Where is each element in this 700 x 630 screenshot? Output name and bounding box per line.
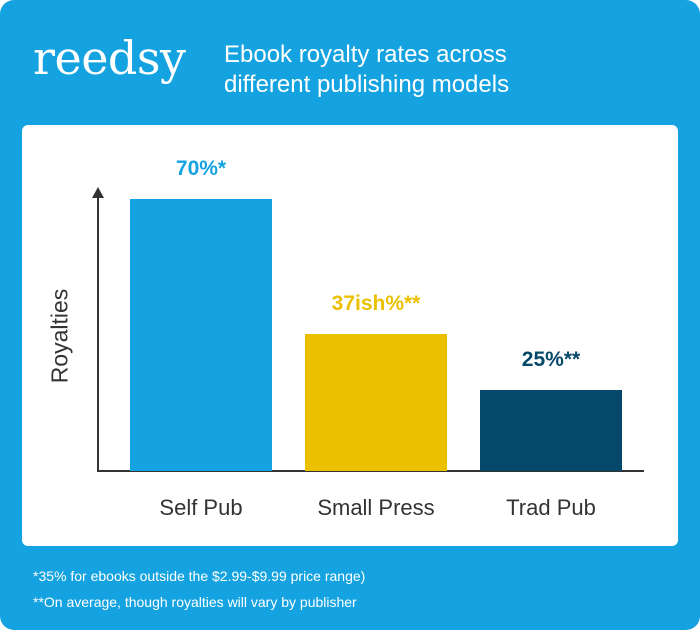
- category-label: Trad Pub: [506, 495, 596, 520]
- value-label: 25%**: [521, 348, 581, 371]
- y-axis-label: Royalties: [46, 288, 73, 384]
- y-axis: [97, 196, 99, 472]
- bar-self-pub: [130, 199, 272, 471]
- value-label: 37ish%**: [331, 292, 421, 315]
- footnote-1: *35% for ebooks outside the $2.99-$9.99 …: [33, 568, 366, 584]
- bar-trad-pub: [480, 390, 622, 471]
- reedsy-logo: reedsy: [33, 31, 186, 85]
- chart-title: Ebook royalty rates across different pub…: [224, 40, 644, 100]
- category-label: Self Pub: [159, 495, 243, 520]
- value-label: 70%*: [175, 157, 227, 180]
- y-axis-arrow-icon: [92, 187, 104, 198]
- bar-small-press: [305, 334, 447, 471]
- footnote-2: **On average, though royalties will vary…: [33, 594, 357, 610]
- x-axis: [97, 470, 644, 472]
- chart-title-line-2: different publishing models: [224, 71, 510, 98]
- chart-title-line-1: Ebook royalty rates across: [224, 41, 507, 68]
- category-label: Small Press: [317, 495, 435, 520]
